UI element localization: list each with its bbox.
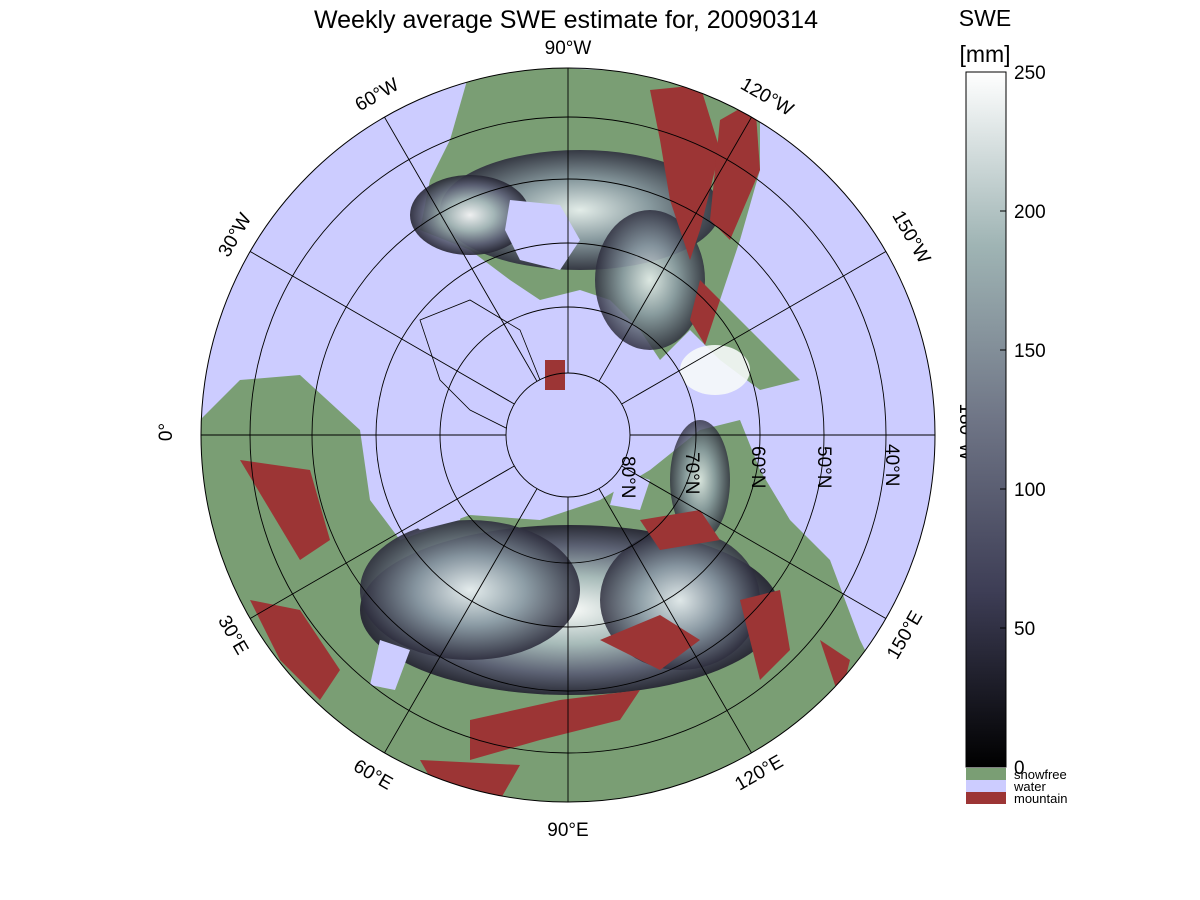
- map-title: Weekly average SWE estimate for, 2009031…: [314, 6, 818, 34]
- lon-label-30e: 30°E: [213, 612, 252, 658]
- colorbar-tick-label: 0: [1014, 758, 1025, 779]
- polar-map: [200, 67, 936, 803]
- legend-label: mountain: [1014, 791, 1067, 806]
- legend-swatch: [966, 792, 1006, 804]
- colorbar-tick-label: 250: [1014, 63, 1046, 84]
- map-border: [200, 67, 936, 803]
- colorbar-tick-label: 150: [1014, 341, 1046, 362]
- meridian-line: [621, 251, 887, 405]
- colorbar-label-line1: SWE: [959, 5, 1011, 31]
- lon-label-150w: 150°W: [887, 207, 934, 267]
- legend-label: water: [1013, 779, 1046, 794]
- lon-label-60e: 60°E: [350, 756, 396, 795]
- colorbar-tick-label: 200: [1014, 202, 1046, 223]
- meridian-line: [249, 251, 515, 405]
- meridian-line: [598, 488, 752, 754]
- colorbar-tick-label: 100: [1014, 480, 1046, 501]
- latitude-labels: 80°N 70°N 60°N 50°N 40°N: [617, 444, 902, 498]
- colorbar-ramp: [965, 71, 1007, 768]
- lon-label-90e: 90°E: [547, 820, 588, 841]
- colorbar: SWE [mm] 0 50 100 150 200 250 snowfreewatermo…: [959, 5, 1068, 806]
- swe-field: [360, 150, 780, 695]
- colorbar-ticks: 0 50 100 150 200 250: [1000, 63, 1046, 779]
- lat-label-80: 80°N: [617, 456, 638, 498]
- lon-label-150e: 150°E: [883, 607, 927, 663]
- lon-label-0: 0°: [156, 423, 177, 441]
- lon-label-60w: 60°W: [352, 74, 403, 116]
- legend-swatch: [966, 768, 1006, 780]
- lon-label-90w: 90°W: [545, 38, 592, 59]
- meridian-line: [384, 488, 538, 754]
- meridian-line: [598, 116, 752, 382]
- meridian-line: [249, 465, 515, 619]
- legend-swatch: [966, 780, 1006, 792]
- lat-label-60: 60°N: [747, 446, 768, 488]
- lat-label-40: 40°N: [881, 444, 902, 486]
- colorbar-label-line2: [mm]: [959, 41, 1010, 67]
- meridian-line: [384, 116, 538, 382]
- lat-label-50: 50°N: [813, 446, 834, 488]
- graticule: [201, 68, 935, 802]
- lat-label-70: 70°N: [681, 452, 702, 494]
- meridian-line: [621, 465, 887, 619]
- legend-label: snowfree: [1014, 767, 1067, 782]
- colorbar-tick-label: 50: [1014, 619, 1035, 640]
- inland-water: [370, 200, 650, 690]
